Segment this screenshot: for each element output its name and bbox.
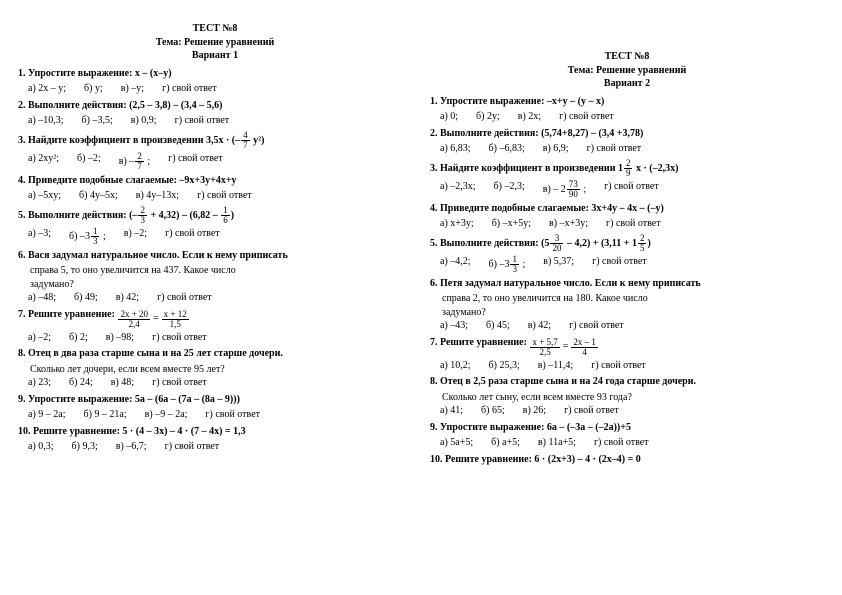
v2-q3-opts: а) –2,3x;б) –2,3; в) – 27390 ; г) свой о… bbox=[440, 180, 824, 199]
v2-q2-opts: а) 6,83;б) –6,83;в) 6,9;г) свой ответ bbox=[440, 142, 824, 156]
v2-q4-opts: а) x+3y;б) –x+5y;в) –x+3y;г) свой ответ bbox=[440, 217, 824, 231]
v2-q3: 3. Найдите коэффициент в произведении 12… bbox=[430, 159, 824, 178]
v2-header: ТЕСТ №8 Тема: Решение уравнений Вариант … bbox=[430, 50, 824, 91]
v2-q7: 7. Решите уравнение: x + 5,72,5 = 2x – 1… bbox=[430, 336, 824, 357]
variant-1-column: ТЕСТ №8 Тема: Решение уравнений Вариант … bbox=[18, 22, 412, 468]
v2-q2: 2. Выполните действия: (5,74+8,27) – (3,… bbox=[430, 127, 824, 141]
v2-title: ТЕСТ №8 bbox=[430, 50, 824, 64]
v2-q6: 6. Петя задумал натуральное число. Если … bbox=[430, 277, 824, 291]
v1-q2: 2. Выполните действия: (2,5 – 3,8) – (3,… bbox=[18, 99, 412, 113]
v1-q7: 7. Решите уравнение: 2x + 202,4 = x + 12… bbox=[18, 308, 412, 329]
v2-q1: 1. Упростите выражение: –x+y – (y – x) bbox=[430, 95, 824, 109]
v2-q5: 5. Выполните действия: (5320 – 4,2) + (3… bbox=[430, 234, 824, 253]
v1-q1-opts: а) 2x – y;б) y;в) –y;г) свой ответ bbox=[28, 82, 412, 96]
v1-q1: 1. Упростите выражение: x – (x–y) bbox=[18, 67, 412, 81]
v1-q4: 4. Приведите подобные слагаемые: –9x+3y+… bbox=[18, 174, 412, 188]
v2-q7-opts: а) 10,2;б) 25,3;в) –11,4;г) свой ответ bbox=[440, 359, 824, 373]
v1-header: ТЕСТ №8 Тема: Решение уравнений Вариант … bbox=[18, 22, 412, 63]
v2-q8-opts: а) 41;б) 65;в) 26;г) свой ответ bbox=[440, 404, 824, 418]
v1-variant: Вариант 1 bbox=[18, 49, 412, 63]
v1-q8: 8. Отец в два раза старше сына и на 25 л… bbox=[18, 347, 412, 361]
v1-title: ТЕСТ №8 bbox=[18, 22, 412, 36]
v2-q8: 8. Отец в 2,5 раза старше сына и на 24 г… bbox=[430, 375, 824, 389]
v1-q8-opts: а) 23;б) 24;в) 48;г) свой ответ bbox=[28, 376, 412, 390]
v1-topic: Тема: Решение уравнений bbox=[18, 36, 412, 50]
v2-variant: Вариант 2 bbox=[430, 77, 824, 91]
v2-q5-opts: а) –4,2; б) –313 ; в) 5,37;г) свой ответ bbox=[440, 255, 824, 274]
v1-q5-opts: а) –3; б) –313 ; в) –2;г) свой ответ bbox=[28, 227, 412, 246]
v1-q9: 9. Упростите выражение: 5a – (6a – (7a –… bbox=[18, 393, 412, 407]
v1-q6-opts: а) –48;б) 49;в) 42;г) свой ответ bbox=[28, 291, 412, 305]
v1-q10: 10. Решите уравнение: 5 · (4 – 3x) – 4 ·… bbox=[18, 425, 412, 439]
v1-q6: 6. Вася задумал натуральное число. Если … bbox=[18, 249, 412, 263]
v1-q9-opts: а) 9 – 2a;б) 9 – 21a;в) –9 – 2a;г) свой … bbox=[28, 408, 412, 422]
v1-q7-opts: а) –2;б) 2;в) –98;г) свой ответ bbox=[28, 331, 412, 345]
v2-q1-opts: а) 0;б) 2y;в) 2x;г) свой ответ bbox=[440, 110, 824, 124]
variant-2-column: ТЕСТ №8 Тема: Решение уравнений Вариант … bbox=[430, 22, 824, 468]
v1-q3-opts: а) 2xy²;б) –2; в) –27 ; г) свой ответ bbox=[28, 152, 412, 171]
v2-q9: 9. Упростите выражение: 6a – (–3a – (–2a… bbox=[430, 421, 824, 435]
v1-q10-opts: а) 0,3;б) 9,3;в) –6,7;г) свой ответ bbox=[28, 440, 412, 454]
v1-q3: 3. Найдите коэффициент в произведении 3,… bbox=[18, 131, 412, 150]
v1-q2-opts: а) –10,3;б) –3,5;в) 0,9;г) свой ответ bbox=[28, 114, 412, 128]
v1-q5: 5. Выполните действия: (–23 + 4,32) – (6… bbox=[18, 206, 412, 225]
v2-topic: Тема: Решение уравнений bbox=[430, 64, 824, 78]
v2-q6-opts: а) –43;б) 45;в) 42;г) свой ответ bbox=[440, 319, 824, 333]
v2-q4: 4. Приведите подобные слагаемые: 3x+4y –… bbox=[430, 202, 824, 216]
v2-q10: 10. Решите уравнение: 6 · (2x+3) – 4 · (… bbox=[430, 453, 824, 467]
v2-q9-opts: а) 5a+5;б) a+5;в) 11a+5;г) свой ответ bbox=[440, 436, 824, 450]
v1-q4-opts: а) –5xy;б) 4y–5x;в) 4y–13x;г) свой ответ bbox=[28, 189, 412, 203]
